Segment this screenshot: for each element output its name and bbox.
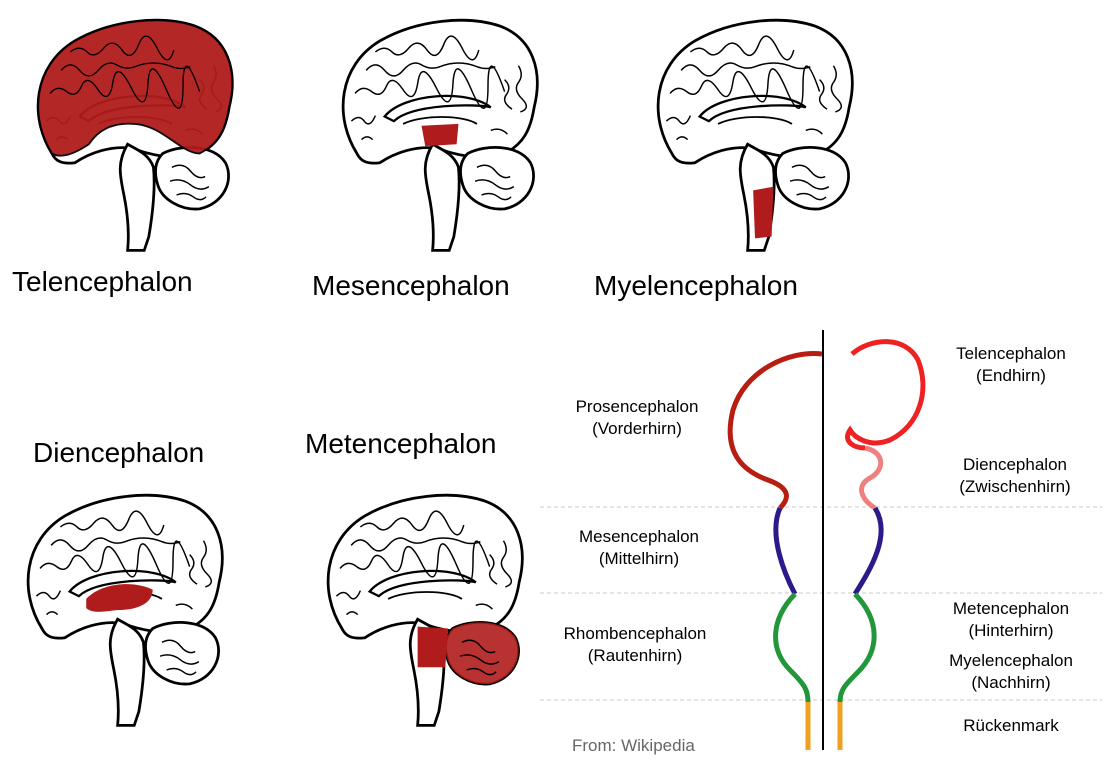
brain-metencephalon-image (326, 493, 524, 727)
rhombencephalon-wall-right (837, 592, 877, 703)
prosencephalon-wall (727, 351, 823, 510)
brain-telencephalon-image (36, 18, 234, 252)
brain-diencephalon-image (26, 493, 224, 727)
diagram-label-rueckenmark: Rückenmark (963, 716, 1059, 735)
diagram-label-rhombencephalon: Rhombencephalon (Rautenhirn) (563, 624, 707, 665)
diagram-label-mesencephalon: Mesencephalon (Mittelhirn) (578, 527, 700, 568)
brain-mesencephalon-image (341, 18, 539, 252)
diagram-label-diencephalon: Diencephalon (Zwischenhirn) (959, 455, 1071, 496)
mesencephalon-wall-left (773, 506, 798, 596)
label-mesencephalon: Mesencephalon (312, 270, 510, 301)
source-credit: From: Wikipedia (572, 736, 695, 755)
diagram-label-metencephalon: Metencephalon (Hinterhirn) (952, 599, 1070, 640)
rhombencephalon-wall-left (773, 592, 811, 703)
brain-myelencephalon-image (656, 18, 854, 252)
diagram-label-prosencephalon: Prosencephalon (Vorderhirn) (575, 397, 699, 438)
diagram-label-myelencephalon: Myelencephalon (Nachhirn) (949, 651, 1073, 692)
label-diencephalon: Diencephalon (33, 437, 205, 468)
telencephalon-wall (845, 339, 926, 451)
diencephalon-wall (859, 445, 884, 511)
mesencephalon-wall-right (852, 506, 884, 596)
diagram-label-telencephalon: Telencephalon (Endhirn) (956, 344, 1066, 385)
label-telencephalon: Telencephalon (12, 266, 193, 297)
label-myelencephalon: Myelencephalon (594, 270, 798, 301)
label-metencephalon: Metencephalon (305, 428, 497, 459)
brain-development-diagram (540, 330, 1102, 750)
